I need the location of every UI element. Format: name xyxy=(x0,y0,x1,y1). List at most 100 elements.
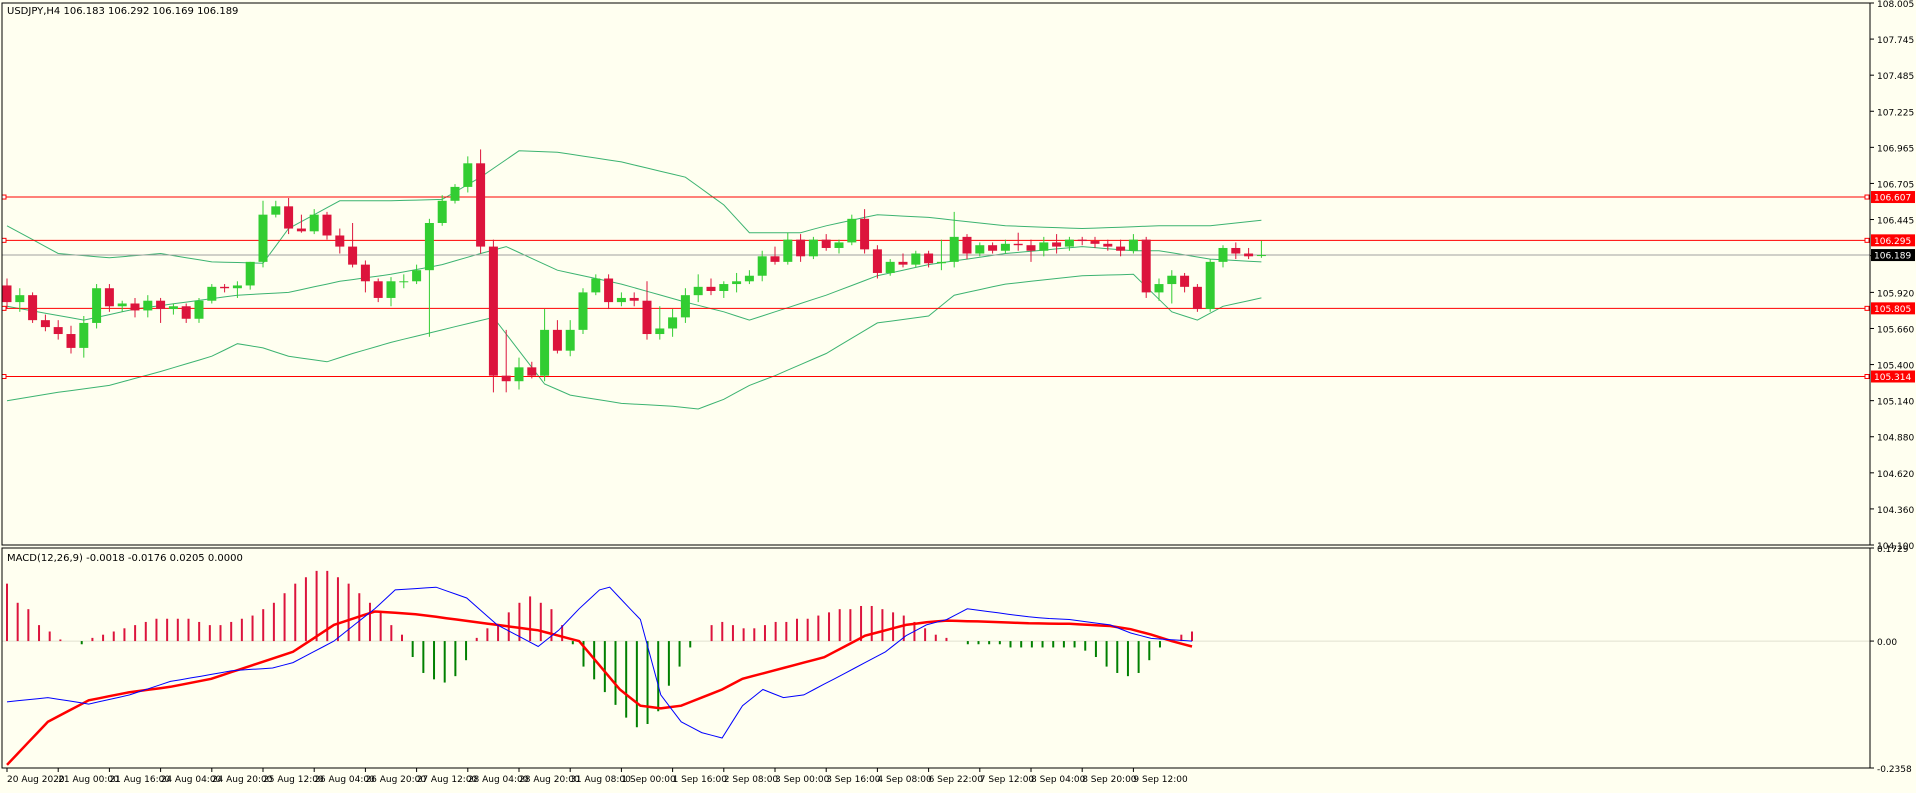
macd-panel[interactable] xyxy=(2,570,1870,766)
candle[interactable] xyxy=(936,239,946,271)
candle[interactable] xyxy=(872,245,882,279)
candle[interactable] xyxy=(79,315,89,358)
candle[interactable] xyxy=(501,329,511,393)
candle[interactable] xyxy=(693,274,703,303)
candle[interactable] xyxy=(962,234,972,260)
candle[interactable] xyxy=(1090,236,1100,248)
candle[interactable] xyxy=(1231,242,1241,260)
candle[interactable] xyxy=(1256,240,1266,258)
candle[interactable] xyxy=(732,272,742,293)
candle[interactable] xyxy=(258,200,268,268)
candle[interactable] xyxy=(911,250,921,268)
candle[interactable] xyxy=(424,218,434,337)
candle[interactable] xyxy=(450,184,460,204)
candle[interactable] xyxy=(399,274,409,289)
candle[interactable] xyxy=(156,297,166,323)
candle[interactable] xyxy=(360,260,370,293)
candle[interactable] xyxy=(604,274,614,310)
candle[interactable] xyxy=(924,250,934,268)
candle[interactable] xyxy=(296,214,306,233)
candle[interactable] xyxy=(232,281,242,298)
candle[interactable] xyxy=(975,242,985,257)
candle[interactable] xyxy=(220,284,230,293)
candle[interactable] xyxy=(642,281,652,340)
candle[interactable] xyxy=(514,357,524,390)
candle[interactable] xyxy=(15,288,25,312)
candle[interactable] xyxy=(578,288,588,335)
candle[interactable] xyxy=(757,250,767,282)
candle[interactable] xyxy=(1064,236,1074,251)
candle[interactable] xyxy=(92,284,102,329)
candle[interactable] xyxy=(476,149,486,254)
level-anchor-right[interactable] xyxy=(1864,194,1870,200)
candle[interactable] xyxy=(527,361,537,379)
candle[interactable] xyxy=(1218,245,1228,268)
candle[interactable] xyxy=(66,325,76,354)
candle[interactable] xyxy=(53,320,63,340)
candle[interactable] xyxy=(322,211,332,240)
candle[interactable] xyxy=(988,242,998,254)
candle[interactable] xyxy=(744,270,754,285)
candle[interactable] xyxy=(437,195,447,226)
candle[interactable] xyxy=(885,259,895,276)
candle[interactable] xyxy=(488,239,498,393)
candle[interactable] xyxy=(591,274,601,296)
candle[interactable] xyxy=(309,209,319,235)
candle[interactable] xyxy=(847,214,857,246)
candle[interactable] xyxy=(616,292,626,307)
candle[interactable] xyxy=(629,292,639,307)
candle[interactable] xyxy=(770,246,780,265)
candle[interactable] xyxy=(783,232,793,265)
candle[interactable] xyxy=(719,281,729,298)
candle[interactable] xyxy=(2,278,12,310)
candle[interactable] xyxy=(348,222,358,268)
candle[interactable] xyxy=(143,295,153,318)
candle[interactable] xyxy=(1116,239,1126,257)
candle[interactable] xyxy=(207,284,217,304)
candle[interactable] xyxy=(386,277,396,307)
candle[interactable] xyxy=(130,297,140,318)
candle[interactable] xyxy=(28,292,38,323)
candle[interactable] xyxy=(898,253,908,268)
candle[interactable] xyxy=(1128,234,1138,254)
candle[interactable] xyxy=(796,234,806,262)
candle[interactable] xyxy=(1026,239,1036,262)
candle[interactable] xyxy=(565,320,575,357)
candle[interactable] xyxy=(1180,272,1190,293)
candle[interactable] xyxy=(412,264,422,285)
candle[interactable] xyxy=(1205,259,1215,312)
candle[interactable] xyxy=(834,239,844,254)
level-anchor-right[interactable] xyxy=(1864,237,1870,243)
candle[interactable] xyxy=(335,228,345,254)
level-anchor-left[interactable] xyxy=(1,374,7,380)
candle[interactable] xyxy=(821,234,831,251)
candle[interactable] xyxy=(117,300,127,312)
candle[interactable] xyxy=(373,278,383,303)
candle[interactable] xyxy=(808,236,818,260)
level-anchor-left[interactable] xyxy=(1,237,7,243)
candle[interactable] xyxy=(552,320,562,354)
candle[interactable] xyxy=(1244,247,1254,260)
candle[interactable] xyxy=(949,211,959,268)
candle[interactable] xyxy=(655,306,665,340)
candle[interactable] xyxy=(1052,234,1062,254)
candle[interactable] xyxy=(40,314,50,332)
candle[interactable] xyxy=(1039,236,1049,257)
candle[interactable] xyxy=(463,156,473,193)
candle[interactable] xyxy=(1141,236,1151,298)
level-anchor-right[interactable] xyxy=(1864,374,1870,380)
candle[interactable] xyxy=(860,209,870,254)
candle[interactable] xyxy=(1013,232,1023,251)
candle[interactable] xyxy=(271,200,281,218)
level-anchor-left[interactable] xyxy=(1,194,7,200)
candle[interactable] xyxy=(245,261,255,290)
candle[interactable] xyxy=(680,288,690,323)
candle[interactable] xyxy=(668,309,678,337)
candle[interactable] xyxy=(1103,239,1113,251)
candle[interactable] xyxy=(1154,278,1164,301)
candle[interactable] xyxy=(1167,270,1177,304)
candle[interactable] xyxy=(181,303,191,323)
candle[interactable] xyxy=(1077,236,1087,246)
candle[interactable] xyxy=(168,303,178,315)
